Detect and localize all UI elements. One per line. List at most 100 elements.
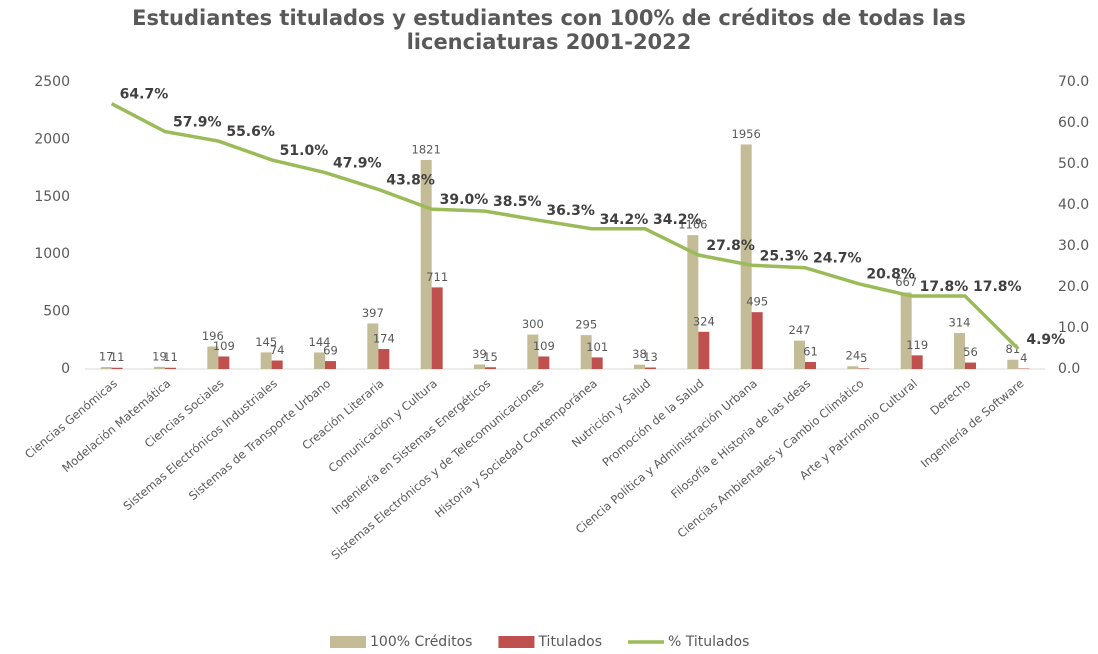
- bar-value-label: 15: [483, 350, 498, 364]
- x-tick-label: Derecho: [927, 376, 973, 418]
- bar-value-label: 19: [152, 349, 167, 363]
- y2-tick-label: 70.0: [1058, 74, 1089, 90]
- x-tick-label: Ciencias Genómicas: [22, 376, 120, 461]
- bar: [634, 364, 645, 369]
- legend-swatch: [330, 636, 366, 648]
- line-value-label: 24.7%: [813, 251, 862, 267]
- line-value-label: 64.7%: [120, 87, 169, 103]
- bar-value-label: 38: [632, 347, 647, 361]
- bar-value-label: 4: [1020, 351, 1027, 365]
- bar-value-label: 145: [255, 335, 277, 349]
- y2-tick-label: 40.0: [1058, 197, 1089, 213]
- line-value-label: 34.2%: [653, 212, 702, 228]
- line-value-label: 43.8%: [386, 172, 435, 188]
- y2-tick-label: 0.0: [1058, 361, 1080, 377]
- bar: [485, 367, 496, 369]
- line-value-label: 39.0%: [440, 192, 489, 208]
- y-tick-label: 1500: [34, 189, 70, 205]
- bar: [645, 367, 656, 369]
- bar: [474, 364, 485, 369]
- bar: [911, 355, 923, 369]
- y-tick-label: 2500: [34, 74, 70, 90]
- bar: [260, 352, 272, 369]
- bar-value-label: 74: [270, 343, 285, 357]
- bar: [154, 366, 165, 369]
- bar-value-label: 11: [163, 350, 178, 364]
- bar: [698, 331, 710, 369]
- bar-value-label: 247: [789, 323, 811, 337]
- bar: [858, 368, 870, 369]
- bar-value-label: 1821: [412, 142, 441, 156]
- line-value-label: 20.8%: [866, 267, 915, 283]
- bar-value-label: 119: [906, 338, 928, 352]
- bar-value-label: 24: [846, 349, 861, 363]
- bar-value-label: 56: [963, 345, 978, 359]
- line-value-label: 34.2%: [600, 212, 649, 228]
- bar-value-label: 495: [746, 295, 768, 309]
- bar-value-label: 314: [949, 315, 971, 329]
- bar: [111, 367, 123, 369]
- x-tick-label: Ciencias Ambientales y Cambio Climático: [675, 376, 867, 540]
- y2-tick-label: 10.0: [1058, 320, 1089, 336]
- y-tick-label: 0: [61, 361, 70, 377]
- line-value-label: 27.8%: [706, 238, 755, 254]
- bar: [100, 367, 112, 369]
- bar-value-label: 711: [426, 270, 448, 284]
- line: [110, 102, 1020, 351]
- x-tick-label: Promoción de la Salud: [599, 376, 706, 469]
- legend-label: 100% Créditos: [370, 634, 472, 650]
- bar-value-label: 144: [309, 335, 331, 349]
- bar-value-label: 300: [522, 317, 544, 331]
- bar-value-label: 324: [693, 314, 715, 328]
- line-value-label: 55.6%: [226, 124, 275, 140]
- line-value-label: 4.9%: [1026, 332, 1065, 348]
- legend-label: Titulados: [537, 634, 602, 650]
- bar: [591, 357, 603, 369]
- x-tick-label: Modelación Matemática: [59, 376, 173, 475]
- line-value-label: 38.5%: [493, 194, 542, 210]
- bar: [965, 362, 976, 369]
- bar: [367, 323, 379, 369]
- bar-value-label: 109: [213, 339, 235, 353]
- legend-swatch: [498, 636, 535, 648]
- bar: [527, 334, 539, 369]
- line-value-label: 47.9%: [333, 156, 382, 172]
- bar-value-label: 1956: [732, 127, 761, 141]
- bar: [740, 144, 752, 369]
- y2-tick-label: 50.0: [1058, 156, 1089, 172]
- bar: [325, 361, 336, 369]
- line-value-label: 17.8%: [973, 279, 1022, 295]
- line-value-label: 51.0%: [280, 143, 329, 159]
- y-tick-label: 500: [43, 304, 70, 320]
- y-tick-label: 2000: [34, 131, 70, 147]
- bar: [314, 352, 325, 369]
- line-value-label: 36.3%: [546, 203, 595, 219]
- bar: [165, 367, 176, 369]
- bar-value-label: 69: [323, 344, 338, 358]
- bar: [900, 292, 912, 369]
- bar: [431, 287, 443, 369]
- bar: [271, 360, 283, 369]
- bar: [805, 361, 816, 369]
- bar-value-label: 174: [373, 332, 395, 346]
- bar-value-label: 109: [533, 339, 555, 353]
- bar-value-label: 101: [586, 340, 608, 354]
- line-value-label: 25.3%: [760, 248, 809, 264]
- bar: [954, 332, 965, 369]
- bar: [687, 235, 699, 369]
- bar-value-label: 1166: [678, 218, 707, 232]
- y2-tick-label: 20.0: [1058, 279, 1089, 295]
- bar-value-label: 11: [110, 350, 125, 364]
- bar-value-label: 196: [202, 329, 224, 343]
- bar-value-label: 13: [643, 350, 658, 364]
- bar: [378, 349, 390, 369]
- bar: [794, 340, 805, 369]
- bar-value-label: 397: [362, 306, 384, 320]
- bar: [538, 356, 550, 369]
- bar-value-label: 39: [472, 347, 487, 361]
- line-value-label: 57.9%: [173, 115, 222, 131]
- bar: [751, 312, 763, 369]
- y-tick-label: 1000: [34, 246, 70, 262]
